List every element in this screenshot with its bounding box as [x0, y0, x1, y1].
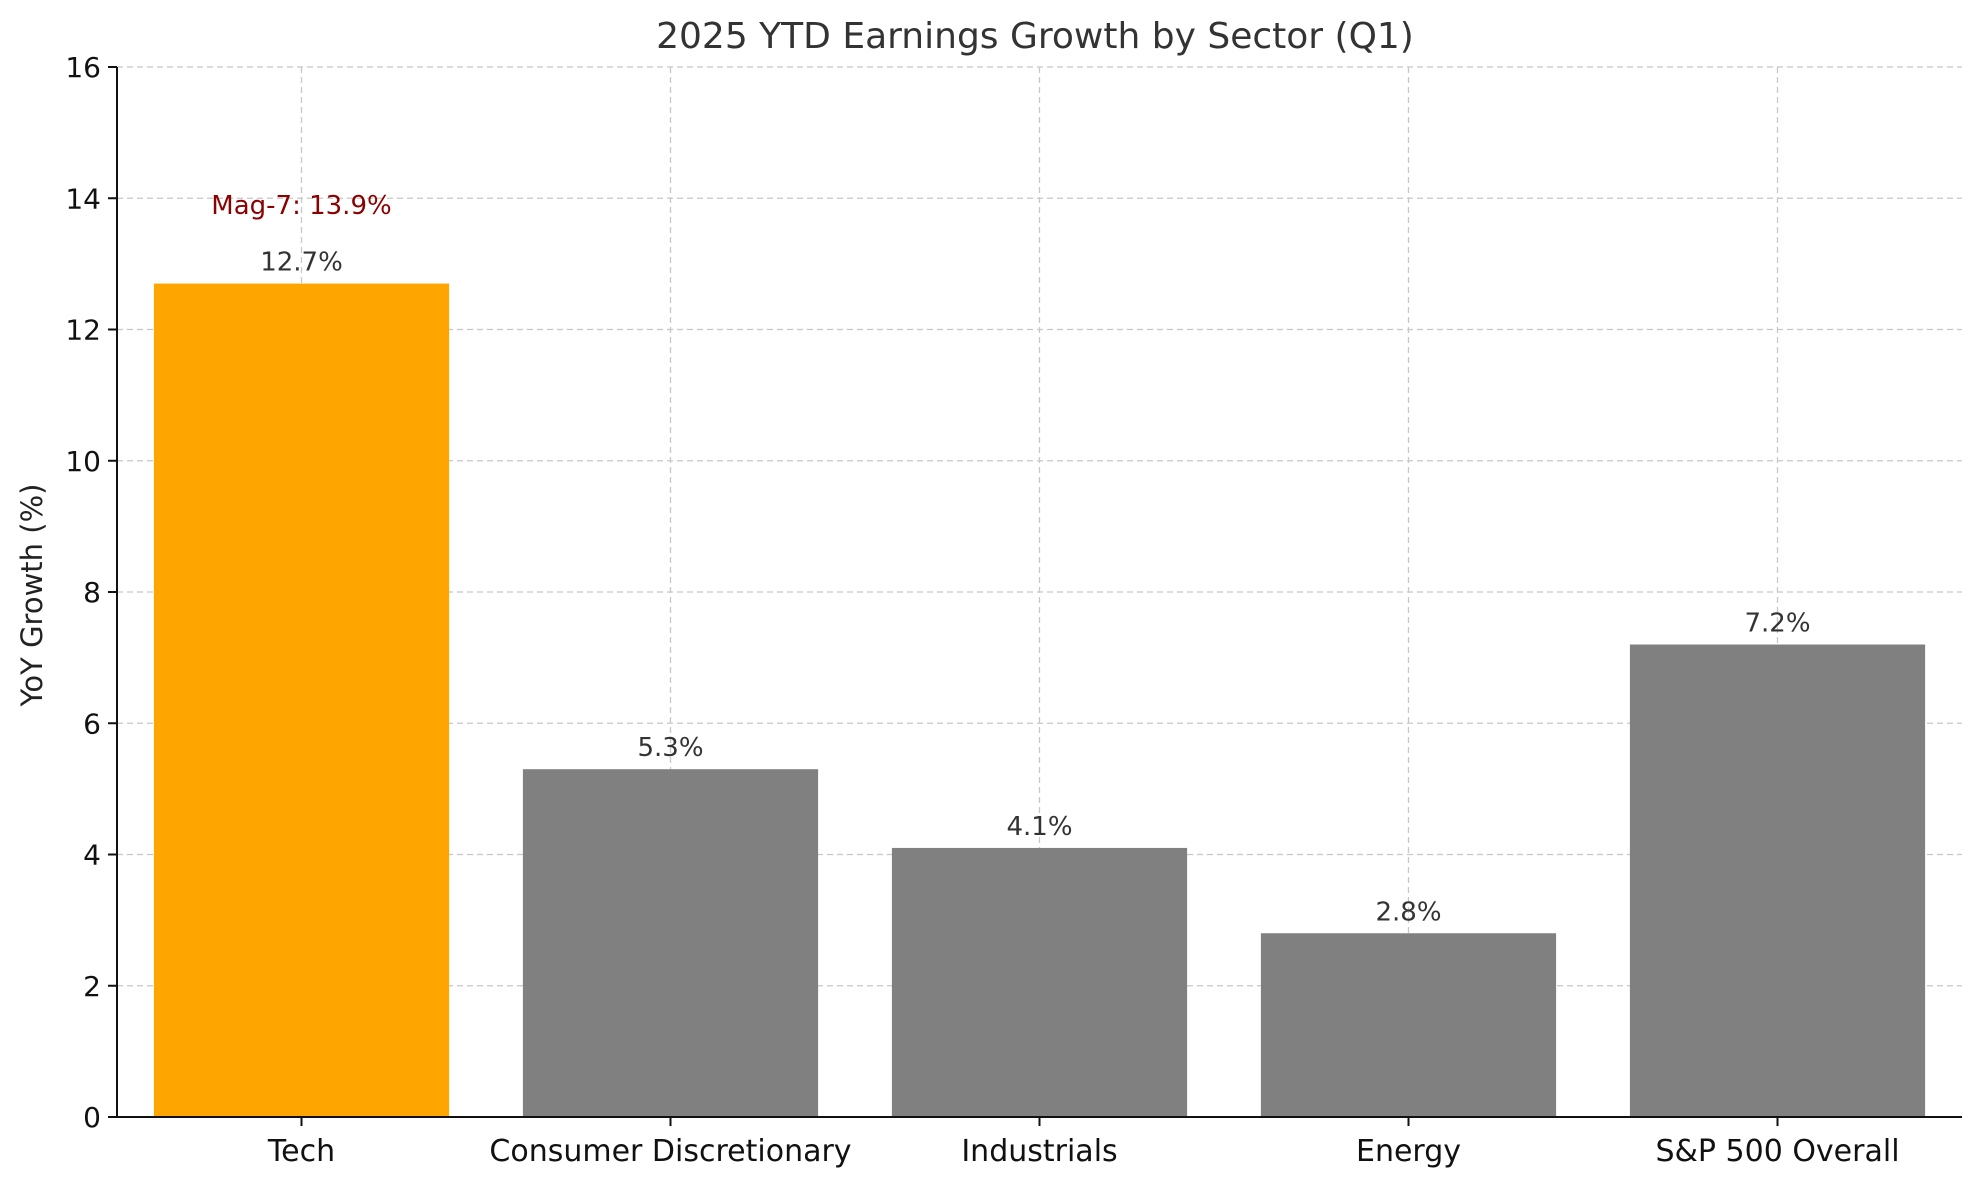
value-label: 7.2%: [1744, 609, 1810, 639]
annotation-label: Mag-7: 13.9%: [211, 191, 391, 221]
y-tick-label: 6: [83, 707, 101, 740]
x-tick-label: Tech: [267, 1134, 335, 1169]
bars: [153, 283, 1926, 1117]
value-label: 12.7%: [260, 248, 343, 278]
x-tick-label: Industrials: [961, 1134, 1117, 1169]
y-tick-label: 12: [65, 314, 101, 347]
labels: 0 2 4 6 8 10 12 14 16 Tech Consumer Discretionary I…: [65, 51, 1899, 1169]
x-tick-label: S&P 500 Overall: [1655, 1134, 1899, 1169]
x-tick-label: Consumer Discretionary: [489, 1134, 851, 1169]
bar: [1629, 644, 1926, 1117]
y-axis-label: YoY Growth (%): [15, 484, 49, 708]
value-label: 2.8%: [1375, 897, 1441, 927]
y-tick-label: 4: [83, 839, 101, 872]
x-tick-label: Energy: [1356, 1134, 1461, 1169]
y-tick-label: 16: [65, 51, 101, 84]
value-label: 5.3%: [637, 733, 703, 763]
y-tick-label: 10: [65, 445, 101, 478]
y-tick-label: 8: [83, 576, 101, 609]
y-tick-label: 0: [83, 1101, 101, 1134]
bar: [1260, 933, 1557, 1117]
y-tick-label: 14: [65, 182, 101, 215]
axes: [108, 66, 1962, 1126]
bar: [522, 769, 819, 1117]
value-label: 4.1%: [1006, 812, 1072, 842]
bar: [153, 283, 450, 1117]
chart-title: 2025 YTD Earnings Growth by Sector (Q1): [656, 16, 1414, 57]
y-tick-label: 2: [83, 970, 101, 1003]
bar: [891, 847, 1188, 1117]
